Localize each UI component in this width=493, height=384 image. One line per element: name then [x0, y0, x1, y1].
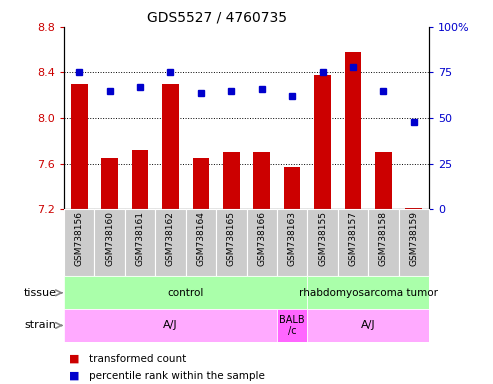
Bar	[162, 84, 179, 209]
Bar	[71, 84, 88, 209]
Text: rhabdomyosarcoma tumor: rhabdomyosarcoma tumor	[299, 288, 438, 298]
Bar	[368, 209, 398, 276]
Bar	[95, 209, 125, 276]
Bar	[125, 209, 155, 276]
Text: GSM738155: GSM738155	[318, 211, 327, 266]
Bar	[64, 209, 95, 276]
Text: GSM738162: GSM738162	[166, 211, 175, 266]
Text: A/J: A/J	[361, 320, 375, 331]
Text: GSM738160: GSM738160	[105, 211, 114, 266]
Text: GSM738166: GSM738166	[257, 211, 266, 266]
Bar	[277, 309, 307, 342]
Bar	[193, 158, 209, 209]
Bar	[307, 276, 429, 309]
Bar	[314, 75, 331, 209]
Text: GSM738159: GSM738159	[409, 211, 418, 266]
Bar	[223, 152, 240, 209]
Bar	[64, 276, 307, 309]
Bar	[284, 167, 300, 209]
Text: GSM738165: GSM738165	[227, 211, 236, 266]
Bar	[405, 208, 422, 209]
Text: percentile rank within the sample: percentile rank within the sample	[89, 371, 265, 381]
Text: transformed count: transformed count	[89, 354, 186, 364]
Bar	[64, 309, 277, 342]
Bar	[253, 152, 270, 209]
Bar	[132, 150, 148, 209]
Text: strain: strain	[25, 320, 57, 331]
Title: GDS5527 / 4760735: GDS5527 / 4760735	[147, 10, 287, 24]
Text: GSM738163: GSM738163	[287, 211, 297, 266]
Bar	[216, 209, 246, 276]
Bar	[277, 209, 307, 276]
Text: ■: ■	[69, 371, 79, 381]
Text: GSM738161: GSM738161	[136, 211, 144, 266]
Bar	[102, 158, 118, 209]
Bar	[338, 209, 368, 276]
Text: tissue: tissue	[24, 288, 57, 298]
Bar	[307, 209, 338, 276]
Bar	[345, 52, 361, 209]
Text: control: control	[168, 288, 204, 298]
Text: ■: ■	[69, 354, 79, 364]
Text: GSM738156: GSM738156	[75, 211, 84, 266]
Bar	[375, 152, 391, 209]
Text: BALB
/c: BALB /c	[280, 314, 305, 336]
Text: GSM738157: GSM738157	[349, 211, 357, 266]
Bar	[246, 209, 277, 276]
Text: GSM738158: GSM738158	[379, 211, 388, 266]
Text: A/J: A/J	[163, 320, 178, 331]
Text: GSM738164: GSM738164	[196, 211, 206, 266]
Bar	[398, 209, 429, 276]
Bar	[155, 209, 186, 276]
Bar	[186, 209, 216, 276]
Bar	[307, 309, 429, 342]
